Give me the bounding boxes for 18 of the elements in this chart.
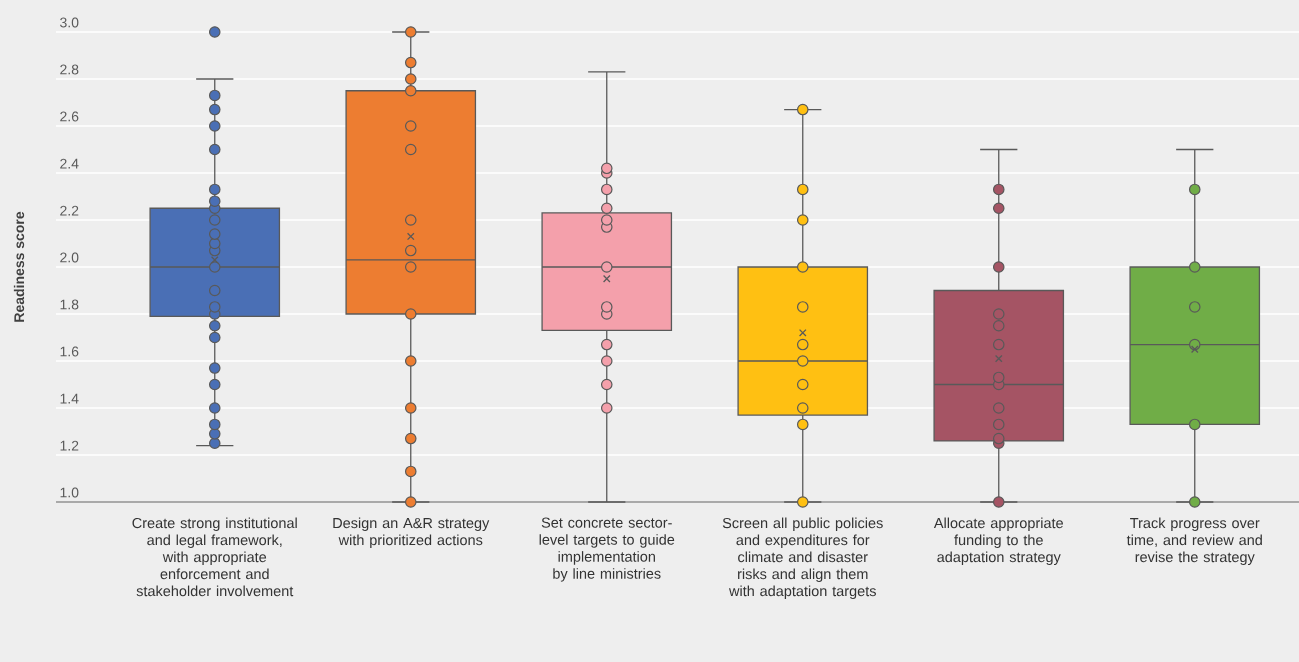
y-axis-title: Readiness score <box>13 211 25 322</box>
y-tick-label: 1.6 <box>60 346 79 357</box>
x-tick-label: Allocate appropriate funding to the adaptation strategy <box>933 517 1063 566</box>
y-tick-label: 1.8 <box>60 299 79 310</box>
y-tick-label: 2.0 <box>60 252 79 263</box>
y-tick-label: 1.2 <box>60 440 79 451</box>
x-tick-label: Screen all public policies and expenditures for climate and disaster risks and align them with adaptation targets <box>722 517 883 600</box>
y-tick-label: 2.6 <box>60 111 79 122</box>
y-tick-label: 1.4 <box>60 393 79 404</box>
y-tick-label: 2.8 <box>60 64 79 75</box>
y-tick-label: 3.0 <box>60 17 79 28</box>
y-tick-label: 2.4 <box>60 158 79 169</box>
x-tick-label: Track progress over time, and review and revise the strategy <box>1126 517 1262 566</box>
x-tick-label: Design an A&R strategy with prioritized actions <box>333 517 490 549</box>
y-tick-label: 2.2 <box>60 205 79 216</box>
x-tick-label: Create strong institutional and legal framework, with appropriate enforcement and stakeholder involvement <box>132 517 297 597</box>
y-tick-label: 1.0 <box>60 487 79 498</box>
x-tick-label: Set concrete sector-level targets to guide implementation by line ministries <box>539 517 675 582</box>
